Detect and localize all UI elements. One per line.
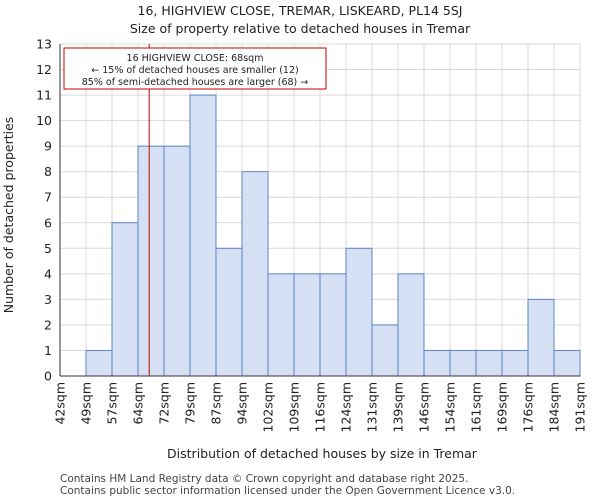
x-tick-label: 87sqm bbox=[209, 382, 224, 425]
x-tick-label: 191sqm bbox=[573, 382, 588, 432]
x-tick-label: 146sqm bbox=[417, 382, 432, 432]
x-tick-label: 109sqm bbox=[287, 382, 302, 432]
x-tick-label: 57sqm bbox=[105, 382, 120, 425]
x-tick-label: 176sqm bbox=[521, 382, 536, 432]
y-axis-title: Number of detached properties bbox=[1, 117, 16, 314]
histogram-bar-72sqm bbox=[163, 145, 191, 377]
histogram-bar-161sqm bbox=[475, 349, 503, 377]
y-tick-label: 9 bbox=[44, 139, 52, 154]
x-tick-label: 169sqm bbox=[495, 382, 510, 432]
y-tick-label: 10 bbox=[36, 113, 52, 128]
annotation-line3: 85% of semi-detached houses are larger (… bbox=[82, 77, 309, 88]
histogram-bar-169sqm bbox=[501, 349, 529, 377]
y-tick-label: 0 bbox=[44, 369, 52, 384]
x-tick-label: 42sqm bbox=[53, 382, 68, 425]
y-tick-label: 7 bbox=[44, 190, 52, 205]
bars-layer bbox=[85, 94, 581, 377]
histogram-bar-87sqm bbox=[215, 247, 243, 377]
histogram-bar-139sqm bbox=[397, 273, 425, 377]
y-tick-label: 8 bbox=[44, 164, 52, 179]
histogram-bar-79sqm bbox=[189, 94, 217, 377]
histogram-bar-124sqm bbox=[345, 247, 373, 377]
histogram-bar-154sqm bbox=[449, 349, 477, 377]
histogram-bar-102sqm bbox=[267, 273, 295, 377]
x-tick-label: 116sqm bbox=[313, 382, 328, 432]
x-tick-label: 154sqm bbox=[443, 382, 458, 432]
y-tick-label: 1 bbox=[44, 343, 52, 358]
x-tick-label: 161sqm bbox=[469, 382, 484, 432]
histogram-bar-146sqm bbox=[423, 349, 451, 377]
histogram-bar-184sqm bbox=[553, 349, 581, 377]
x-tick-labels: 42sqm 49sqm 57sqm 64sqm 72sqm 79sqm 87sqm 94sqm… bbox=[53, 382, 588, 432]
histogram-bar-131sqm bbox=[371, 324, 399, 377]
y-tick-label: 12 bbox=[36, 62, 52, 77]
y-tick-label: 13 bbox=[36, 37, 52, 52]
y-tick-label: 11 bbox=[36, 88, 52, 103]
footer-line1: Contains HM Land Registry data © Crown c… bbox=[60, 473, 468, 485]
x-tick-label: 49sqm bbox=[79, 382, 94, 425]
y-tick-label: 5 bbox=[44, 241, 52, 256]
annotation-rect bbox=[63, 47, 327, 90]
chart-title-line2: Size of property relative to detached ho… bbox=[130, 21, 471, 36]
annotation-line1: 16 HIGHVIEW CLOSE: 68sqm bbox=[127, 53, 264, 64]
y-tick-label: 3 bbox=[44, 292, 52, 307]
y-tick-label: 4 bbox=[44, 266, 52, 281]
histogram-bar-109sqm bbox=[293, 273, 321, 377]
x-tick-label: 139sqm bbox=[391, 382, 406, 432]
histogram-bar-57sqm bbox=[111, 222, 139, 377]
histogram-bar-64sqm bbox=[137, 145, 165, 377]
chart-title-line1: 16, HIGHVIEW CLOSE, TREMAR, LISKEARD, PL… bbox=[138, 3, 463, 18]
y-tick-label: 2 bbox=[44, 317, 52, 332]
x-tick-label: 184sqm bbox=[547, 382, 562, 432]
footer-line2: Contains public sector information licen… bbox=[60, 485, 515, 497]
y-tick-label: 6 bbox=[44, 215, 52, 230]
histogram-bar-94sqm bbox=[241, 171, 269, 377]
x-tick-label: 131sqm bbox=[365, 382, 380, 432]
x-tick-label: 124sqm bbox=[339, 382, 354, 432]
axes-layer bbox=[59, 44, 580, 377]
annotation-line2: ← 15% of detached houses are smaller (12… bbox=[91, 65, 298, 76]
histogram-bar-49sqm bbox=[85, 349, 113, 377]
x-tick-label: 79sqm bbox=[183, 382, 198, 425]
x-axis-title: Distribution of detached houses by size … bbox=[167, 446, 478, 461]
x-tick-label: 72sqm bbox=[157, 382, 172, 425]
histogram-bar-116sqm bbox=[319, 273, 347, 377]
x-tick-label: 94sqm bbox=[235, 382, 250, 425]
x-tick-label: 64sqm bbox=[131, 382, 146, 425]
histogram-bar-176sqm bbox=[527, 298, 555, 377]
x-tick-label: 102sqm bbox=[261, 382, 276, 432]
annotation-box: 16 HIGHVIEW CLOSE: 68sqm ← 15% of detach… bbox=[63, 47, 327, 90]
